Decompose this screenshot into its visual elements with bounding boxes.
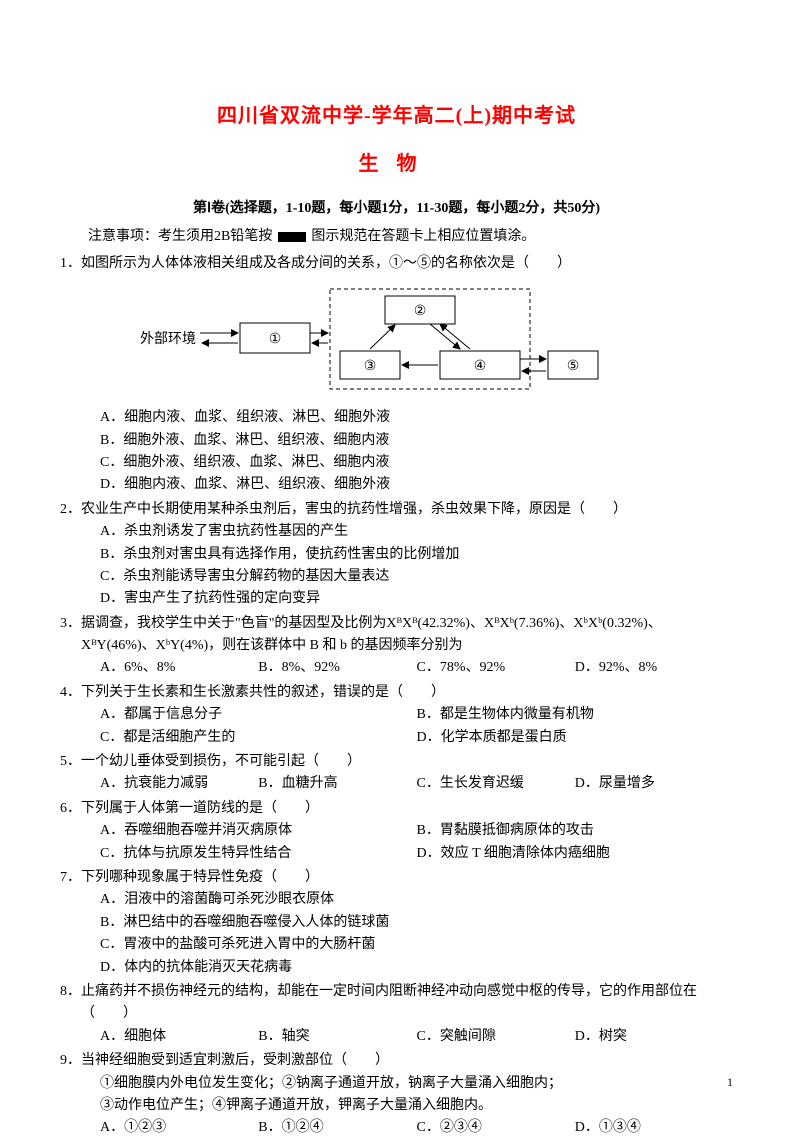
note-post: 图示规范在答题卡上相应位置填涂。 — [311, 229, 535, 244]
q-stem: 如图所示为人体体液相关组成及各成分间的关系，①～⑤的名称依次是（ ） — [81, 253, 733, 275]
question-8: 8． 止痛药并不损伤神经元的结构，却能在一定时间内阻断神经冲动向感觉中枢的传导，… — [60, 981, 733, 1048]
q-option: A．细胞体 — [100, 1026, 258, 1048]
q-option: B．①②④ — [258, 1117, 416, 1139]
fill-mark-icon — [278, 232, 306, 242]
diagram-box-1: ① — [269, 332, 282, 347]
note-pre: 注意事项：考生须用2B铅笔按 — [88, 229, 272, 244]
q-number: 3． — [60, 613, 81, 658]
q-option: B．杀虫剂对害虫具有选择作用，使抗药性害虫的比例增加 — [100, 544, 733, 566]
question-9: 9． 当神经细胞受到适宜刺激后，受刺激部位（ ） ①细胞膜内外电位发生变化；②钠… — [60, 1050, 733, 1140]
q-number: 8． — [60, 981, 81, 1026]
q-option: B．细胞外液、血浆、淋巴、组织液、细胞内液 — [100, 430, 733, 452]
q-option: D．①③④ — [575, 1117, 733, 1139]
diagram-box-3: ③ — [364, 359, 377, 374]
q-stem: 当神经细胞受到适宜刺激后，受刺激部位（ ） — [81, 1050, 733, 1072]
q-option: C．杀虫剂能诱导害虫分解药物的基因大量表达 — [100, 566, 733, 588]
q-option: A．都属于信息分子 — [100, 704, 417, 726]
q-option: C．②③④ — [417, 1117, 575, 1139]
q-option: A．抗衰能力减弱 — [100, 773, 258, 795]
question-2: 2． 农业生产中长期使用某种杀虫剂后，害虫的抗药性增强，杀虫效果下降，原因是（ … — [60, 499, 733, 611]
q-stem: 下列属于人体第一道防线的是（ ） — [81, 798, 733, 820]
q-option: C．生长发育迟缓 — [417, 773, 575, 795]
question-5: 5． 一个幼儿垂体受到损伤，不可能引起（ ） A．抗衰能力减弱 B．血糖升高 C… — [60, 751, 733, 796]
diagram-label-external: 外部环境 — [140, 331, 196, 347]
q-extra-line: ①细胞膜内外电位发生变化；②钠离子通道开放，钠离子大量涌入细胞内； — [100, 1073, 733, 1095]
q1-diagram: 外部环境 ① ② ③ ④ ⑤ — [60, 281, 733, 401]
q-stem: 农业生产中长期使用某种杀虫剂后，害虫的抗药性增强，杀虫效果下降，原因是（ ） — [81, 499, 733, 521]
exam-note: 注意事项：考生须用2B铅笔按 图示规范在答题卡上相应位置填涂。 — [60, 226, 733, 248]
exam-title: 四川省双流中学-学年高二(上)期中考试 — [60, 100, 733, 132]
q-option: A．杀虫剂诱发了害虫抗药性基因的产生 — [100, 521, 733, 543]
q-stem: 一个幼儿垂体受到损伤，不可能引起（ ） — [81, 751, 733, 773]
q-option: C．细胞外液、组织液、血浆、淋巴、细胞内液 — [100, 452, 733, 474]
question-6: 6． 下列属于人体第一道防线的是（ ） A．吞噬细胞吞噬并消灭病原体 B．胃黏膜… — [60, 798, 733, 865]
q-option: D．细胞内液、血浆、淋巴、组织液、细胞外液 — [100, 474, 733, 496]
q-stem: 据调查，我校学生中关于"色盲"的基因型及比例为XᴮXᴮ(42.32%)、XᴮXᵇ… — [81, 613, 733, 658]
q-option: B．血糖升高 — [258, 773, 416, 795]
q-number: 1． — [60, 253, 81, 275]
exam-subject: 生物 — [60, 148, 733, 180]
q-number: 5． — [60, 751, 81, 773]
diagram-box-5: ⑤ — [567, 359, 580, 374]
q-number: 6． — [60, 798, 81, 820]
q-option: C．78%、92% — [417, 657, 575, 679]
q-option: D．效应 T 细胞清除体内癌细胞 — [417, 843, 734, 865]
q-option: D．害虫产生了抗药性强的定向变异 — [100, 588, 733, 610]
q-stem: 下列哪种现象属于特异性免疫（ ） — [81, 867, 733, 889]
q-option: C．都是活细胞产生的 — [100, 727, 417, 749]
q-stem: 下列关于生长素和生长激素共性的叙述，错误的是（ ） — [81, 682, 733, 704]
q-number: 9． — [60, 1050, 81, 1072]
q-option: A．泪液中的溶菌酶可杀死沙眼衣原体 — [100, 889, 733, 911]
q-option: D．92%、8% — [575, 657, 733, 679]
q-option: D．化学本质都是蛋白质 — [417, 727, 734, 749]
q-number: 4． — [60, 682, 81, 704]
q-number: 2． — [60, 499, 81, 521]
q-option: C．突触间隙 — [417, 1026, 575, 1048]
q-option: B．都是生物体内微量有机物 — [417, 704, 734, 726]
q-option: B．胃黏膜抵御病原体的攻击 — [417, 820, 734, 842]
q-option: A．吞噬细胞吞噬并消灭病原体 — [100, 820, 417, 842]
question-4: 4． 下列关于生长素和生长激素共性的叙述，错误的是（ ） A．都属于信息分子 B… — [60, 682, 733, 749]
q-stem: 止痛药并不损伤神经元的结构，却能在一定时间内阻断神经冲动向感觉中枢的传导，它的作… — [81, 981, 733, 1026]
q-option: D．体内的抗体能消灭天花病毒 — [100, 957, 733, 979]
diagram-box-2: ② — [414, 304, 427, 319]
question-7: 7． 下列哪种现象属于特异性免疫（ ） A．泪液中的溶菌酶可杀死沙眼衣原体 B．… — [60, 867, 733, 979]
diagram-box-4: ④ — [474, 359, 487, 374]
q-extra-line: ③动作电位产生；④钾离子通道开放，钾离子大量涌入细胞内。 — [100, 1095, 733, 1117]
page-number: 1 — [727, 1073, 733, 1092]
question-1: 1． 如图所示为人体体液相关组成及各成分间的关系，①～⑤的名称依次是（ ） 外部… — [60, 253, 733, 497]
q-option: C．胃液中的盐酸可杀死进入胃中的大肠杆菌 — [100, 934, 733, 956]
q-option: B．淋巴结中的吞噬细胞吞噬侵入人体的链球菌 — [100, 912, 733, 934]
q-option: A．6%、8% — [100, 657, 258, 679]
q-option: D．尿量增多 — [575, 773, 733, 795]
question-3: 3． 据调查，我校学生中关于"色盲"的基因型及比例为XᴮXᴮ(42.32%)、X… — [60, 613, 733, 680]
q-option: B．8%、92% — [258, 657, 416, 679]
q-option: B．轴突 — [258, 1026, 416, 1048]
section-label: 第Ⅰ卷(选择题，1-10题，每小题1分，11-30题，每小题2分，共50分) — [60, 198, 733, 220]
q-option: D．树突 — [575, 1026, 733, 1048]
q-option: C．抗体与抗原发生特异性结合 — [100, 843, 417, 865]
q-option: A．细胞内液、血浆、组织液、淋巴、细胞外液 — [100, 407, 733, 429]
q-number: 7． — [60, 867, 81, 889]
q-option: A．①②③ — [100, 1117, 258, 1139]
